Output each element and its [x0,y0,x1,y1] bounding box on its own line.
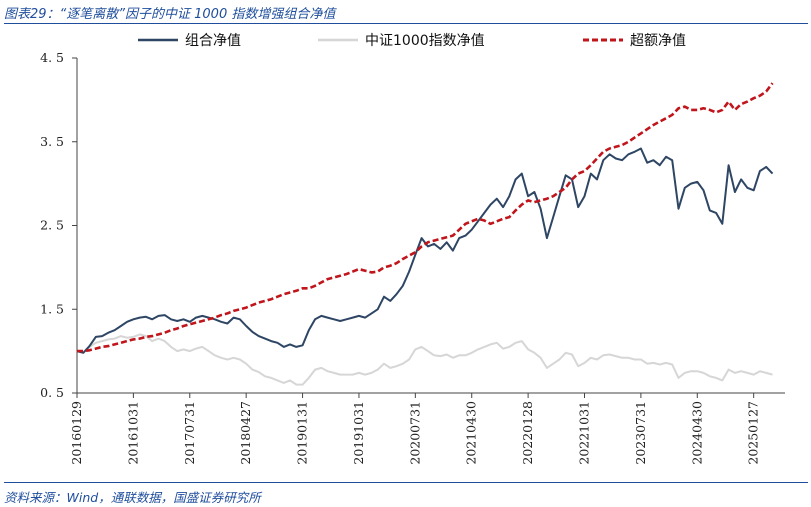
x-tick-label: 20170731 [182,401,197,465]
x-tick-label: 20221031 [577,401,592,465]
x-tick-label: 20160129 [69,401,84,465]
source-note: 资料来源：Wind，通联数据，国盛证券研究所 [4,490,261,505]
series-layer [76,82,774,386]
legend: 组合净值 中证1000指数净值 超额净值 [138,33,686,49]
x-tick-label: 20161031 [125,401,140,465]
title-underline [4,23,808,24]
x-tick-label: 20220128 [520,401,535,465]
axes: 0. 5 1. 5 2. 5 3. 5 4. 5 20160129 20161031 2017… [40,50,785,465]
x-tick-label: 20191031 [351,401,366,465]
y-tick-label: 1. 5 [40,301,64,316]
y-tick-label: 4. 5 [40,50,64,65]
x-tick-label: 20200731 [407,401,422,465]
y-tick-label: 0. 5 [40,385,64,400]
legend-portfolio-label: 组合净值 [185,33,241,49]
x-tick-label: 20250127 [746,401,761,465]
x-tick-label: 20240430 [689,401,704,465]
source-rule [4,482,808,483]
x-tick-label: 20190131 [295,401,310,465]
y-tick-label: 3. 5 [40,134,64,149]
series-excess-line [77,82,774,353]
x-tick-label: 20180427 [238,401,253,465]
series-portfolio-line [76,147,774,354]
series-index-line [76,333,773,386]
legend-index-label: 中证1000指数净值 [365,33,485,49]
x-tick-label: 20230731 [633,401,648,465]
y-tick-label: 2. 5 [40,218,64,233]
x-tick-label: 20210430 [464,401,479,465]
legend-excess-label: 超额净值 [630,33,686,49]
figure-title: 图表29：“逐笔离散”因子的中证 1000 指数增强组合净值 [4,7,336,22]
